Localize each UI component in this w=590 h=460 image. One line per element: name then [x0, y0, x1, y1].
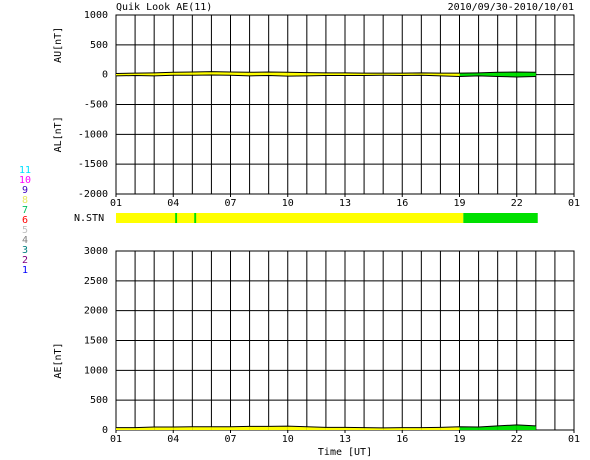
area-fill	[192, 71, 212, 76]
y-tick-label: 1500	[84, 336, 108, 347]
y-axis-label: AL[nT]	[53, 116, 64, 152]
y-tick-label: -1000	[78, 129, 108, 140]
station-count: 4	[22, 235, 28, 246]
x-tick-label: 04	[167, 198, 179, 209]
nstn-segment	[463, 213, 538, 223]
area-fill	[211, 426, 231, 430]
x-tick-label: 01	[568, 198, 580, 209]
y-tick-label: 3000	[84, 246, 108, 257]
x-tick-label: 07	[224, 434, 236, 445]
station-count: 3	[22, 245, 28, 256]
data-line	[115, 71, 536, 74]
y-tick-label: 0	[102, 70, 108, 81]
y-tick-label: 2500	[84, 276, 108, 287]
area-fill	[497, 424, 517, 430]
area-fill	[116, 427, 136, 430]
area-fill	[478, 72, 498, 77]
area-fill	[230, 71, 250, 76]
nstn-segment	[175, 213, 178, 223]
area-fill	[287, 72, 307, 77]
area-fill	[402, 427, 422, 430]
data-line	[115, 74, 536, 78]
x-tick-label: 19	[453, 198, 465, 209]
station-count: 5	[22, 225, 28, 236]
station-count: 6	[22, 215, 28, 226]
area-fill	[325, 72, 345, 76]
area-fill	[173, 426, 193, 430]
nstn-segment	[194, 213, 197, 223]
station-count: 8	[22, 195, 28, 206]
area-fill	[516, 424, 536, 430]
area-fill	[249, 71, 269, 76]
y-tick-label: 500	[90, 395, 108, 406]
area-fill	[287, 426, 307, 430]
nstn-label: N.STN	[74, 213, 104, 224]
x-tick-label: 10	[282, 198, 294, 209]
x-tick-label: 13	[339, 434, 351, 445]
y-axis-label: AU[nT]	[53, 27, 64, 63]
area-fill	[173, 71, 193, 76]
area-fill	[516, 71, 536, 78]
station-count: 11	[19, 165, 31, 176]
area-fill	[325, 427, 345, 430]
x-tick-label: 10	[282, 434, 294, 445]
x-tick-label: 16	[396, 434, 408, 445]
x-tick-label: 07	[224, 198, 236, 209]
x-tick-label: 19	[453, 434, 465, 445]
station-count: 1	[22, 265, 28, 276]
nstn-segment	[116, 213, 464, 223]
area-fill	[268, 71, 288, 77]
y-tick-label: -500	[84, 100, 108, 111]
x-tick-label: 01	[568, 434, 580, 445]
x-tick-label: 04	[167, 434, 179, 445]
area-fill	[211, 71, 231, 76]
x-tick-label: 01	[110, 434, 122, 445]
y-tick-label: 2000	[84, 306, 108, 317]
area-fill	[154, 427, 174, 430]
x-tick-label: 22	[511, 198, 523, 209]
data-line	[116, 424, 536, 429]
area-fill	[249, 426, 269, 430]
area-fill	[230, 426, 250, 430]
chart-title: Quik Look AE(11)	[116, 2, 212, 13]
y-tick-label: 500	[90, 40, 108, 51]
area-fill	[268, 426, 288, 430]
date-range: 2010/09/30-2010/10/01	[448, 2, 574, 13]
station-count: 2	[22, 255, 28, 266]
y-tick-label: 1000	[84, 10, 108, 21]
y-tick-label: -2000	[78, 189, 108, 200]
station-count: 10	[19, 175, 31, 186]
area-fill	[135, 72, 155, 76]
station-count: 7	[22, 205, 28, 216]
x-axis-label: Time [UT]	[318, 447, 372, 458]
x-tick-label: 13	[339, 198, 351, 209]
y-tick-label: 0	[102, 425, 108, 436]
y-tick-label: -1500	[78, 159, 108, 170]
x-tick-label: 16	[396, 198, 408, 209]
x-tick-label: 22	[511, 434, 523, 445]
y-tick-label: 1000	[84, 365, 108, 376]
station-count: 9	[22, 185, 28, 196]
area-fill	[497, 71, 517, 78]
area-fill	[306, 72, 326, 76]
x-tick-label: 01	[110, 198, 122, 209]
y-axis-label: AE[nT]	[53, 342, 64, 378]
area-fill	[459, 426, 479, 430]
area-fill	[192, 426, 212, 430]
